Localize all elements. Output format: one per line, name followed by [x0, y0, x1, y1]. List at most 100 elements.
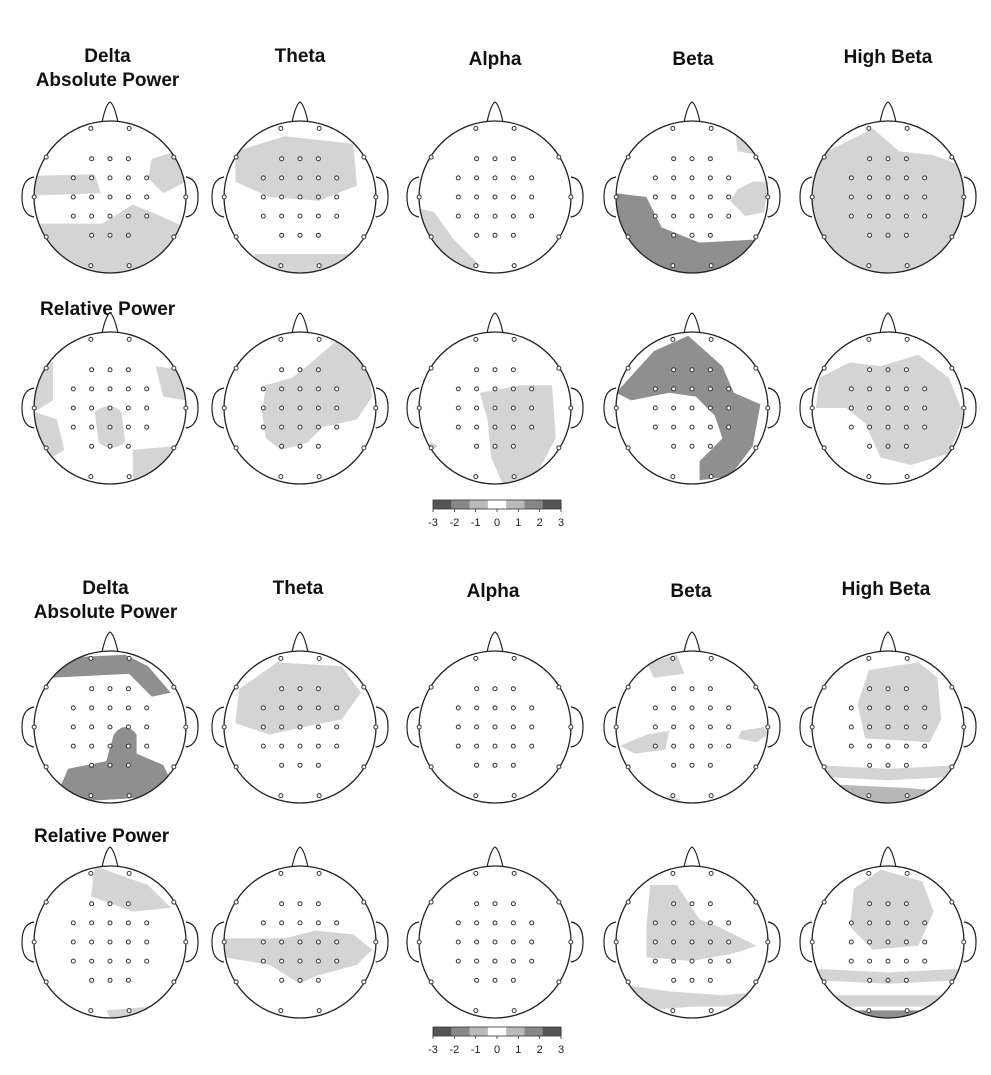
- activation-region: [45, 654, 171, 697]
- electrode-marker: [70, 386, 76, 392]
- electrode-marker: [315, 405, 321, 411]
- electrode-marker: [428, 234, 434, 240]
- electrode-marker: [455, 705, 461, 711]
- electrode-marker: [171, 445, 177, 451]
- electrode-marker: [867, 762, 873, 768]
- electrode-marker: [510, 743, 516, 749]
- relative-power-label-1: Relative Power: [40, 299, 176, 320]
- electrode-marker: [949, 684, 955, 690]
- left-ear: [406, 176, 420, 218]
- electrode-marker: [708, 1008, 714, 1014]
- electrode-marker: [821, 899, 827, 905]
- electrode-marker: [949, 365, 955, 371]
- electrode-marker: [474, 175, 480, 181]
- electrode-marker: [652, 386, 658, 392]
- electrode-marker: [125, 213, 131, 219]
- electrode-marker: [885, 156, 891, 162]
- electrode-marker: [707, 194, 713, 200]
- electrode-marker: [492, 958, 498, 964]
- electrode-marker: [707, 705, 713, 711]
- electrode-marker: [568, 194, 574, 200]
- electrode-marker: [316, 263, 322, 269]
- head-map-high-beta-relative-1: [799, 312, 977, 485]
- electrode-marker: [753, 764, 759, 770]
- electrode-marker: [144, 405, 150, 411]
- electrode-marker: [848, 958, 854, 964]
- electrode-marker: [233, 979, 239, 985]
- colorbar-tick-label: 1: [515, 517, 521, 529]
- electrode-marker: [474, 743, 480, 749]
- header-alpha-2: Alpha: [466, 581, 520, 602]
- electrode-marker: [867, 367, 873, 373]
- electrode-marker: [922, 724, 928, 730]
- electrode-marker: [510, 405, 516, 411]
- electrode-marker: [866, 474, 872, 480]
- electrode-marker: [89, 386, 95, 392]
- electrode-marker: [70, 724, 76, 730]
- relative-power-label-2: Relative Power: [34, 826, 170, 847]
- electrode-marker: [334, 724, 340, 730]
- electrode-marker: [670, 655, 676, 661]
- electrode-marker: [455, 424, 461, 430]
- electrode-marker: [885, 686, 891, 692]
- electrode-marker: [670, 793, 676, 799]
- electrode-marker: [473, 474, 479, 480]
- electrode-marker: [903, 958, 909, 964]
- activation-region: [262, 339, 373, 450]
- electrode-marker: [144, 939, 150, 945]
- electrode-marker: [126, 125, 132, 131]
- activation-region: [53, 727, 179, 803]
- electrode-marker: [260, 743, 266, 749]
- electrode-marker: [707, 232, 713, 238]
- electrode-marker: [89, 901, 95, 907]
- electrode-marker: [183, 939, 189, 945]
- electrode-marker: [107, 424, 113, 430]
- electrode-marker: [89, 424, 95, 430]
- colorbar-tick-label: 3: [558, 517, 564, 529]
- electrode-marker: [144, 175, 150, 181]
- electrode-marker: [334, 405, 340, 411]
- right-ear: [963, 921, 977, 963]
- electrode-marker: [474, 386, 480, 392]
- electrode-marker: [334, 939, 340, 945]
- electrode-marker: [885, 367, 891, 373]
- electrode-marker: [279, 443, 285, 449]
- activation-region: [34, 174, 101, 196]
- electrode-marker: [510, 901, 516, 907]
- electrode-marker: [866, 870, 872, 876]
- electrode-marker: [125, 194, 131, 200]
- electrode-marker: [297, 686, 303, 692]
- electrode-marker: [278, 336, 284, 342]
- electrode-marker: [89, 939, 95, 945]
- nose: [879, 631, 897, 653]
- electrode-marker: [511, 793, 517, 799]
- electrode-marker: [903, 175, 909, 181]
- electrode-marker: [556, 899, 562, 905]
- activation-region: [616, 193, 768, 273]
- electrode-marker: [89, 156, 95, 162]
- electrode-marker: [867, 743, 873, 749]
- right-ear: [570, 387, 584, 429]
- electrode-marker: [492, 762, 498, 768]
- nose: [486, 312, 504, 334]
- electrode-marker: [765, 939, 771, 945]
- left-ear: [21, 706, 35, 748]
- electrode-marker: [144, 705, 150, 711]
- electrode-marker: [455, 175, 461, 181]
- nose: [486, 631, 504, 653]
- electrode-marker: [315, 175, 321, 181]
- electrode-marker: [88, 655, 94, 661]
- activation-region: [479, 385, 556, 484]
- electrode-marker: [867, 386, 873, 392]
- electrode-marker: [903, 901, 909, 907]
- electrode-marker: [492, 156, 498, 162]
- electrode-marker: [885, 743, 891, 749]
- electrode-marker: [848, 194, 854, 200]
- electrode-marker: [126, 1008, 132, 1014]
- electrode-marker: [753, 899, 759, 905]
- left-ear: [211, 706, 225, 748]
- electrode-marker: [922, 213, 928, 219]
- electrode-marker: [867, 977, 873, 983]
- electrode-marker: [474, 194, 480, 200]
- electrode-marker: [707, 424, 713, 430]
